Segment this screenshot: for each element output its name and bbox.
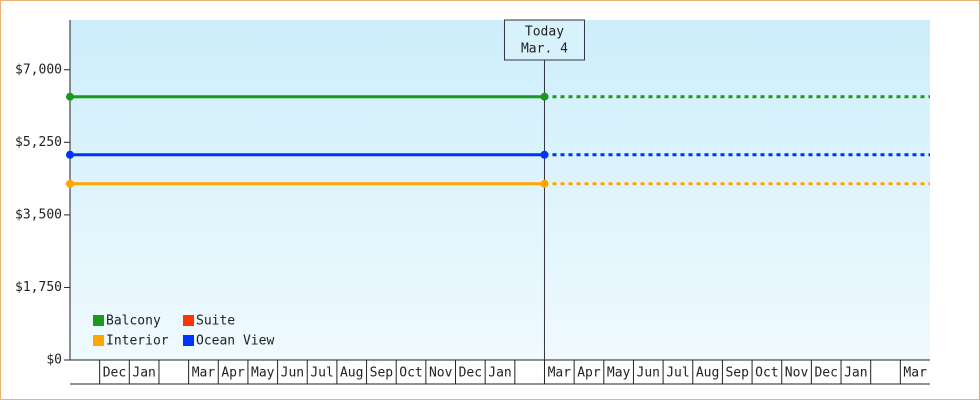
x-tick-label: Mar — [548, 366, 572, 381]
x-tick-label: Jan — [132, 366, 155, 381]
y-tick-label: $0 — [46, 353, 62, 368]
x-tick-label: Dec — [459, 366, 482, 381]
x-tick-label: Jun — [281, 366, 304, 381]
x-tick-label: Oct — [755, 366, 778, 381]
x-tick-label: Nov — [429, 366, 453, 381]
today-date: Mar. 4 — [521, 42, 568, 57]
legend-label: Suite — [196, 314, 235, 329]
legend-swatch — [183, 315, 194, 326]
x-tick-label: Mar — [192, 366, 216, 381]
today-box — [503, 19, 585, 61]
legend-swatch — [93, 315, 104, 326]
legend-label: Balcony — [106, 314, 161, 329]
x-tick-label: Jul — [310, 366, 333, 381]
x-tick-label: Dec — [103, 366, 126, 381]
x-tick-label: May — [607, 366, 631, 381]
y-tick-label: $7,000 — [15, 62, 62, 77]
x-tick-label: Aug — [696, 366, 719, 381]
x-tick-label: Jan — [488, 366, 511, 381]
y-tick-label: $5,250 — [15, 135, 62, 150]
x-tick-label: Oct — [399, 366, 422, 381]
y-tick-label: $1,750 — [15, 280, 62, 295]
legend-label: Ocean View — [196, 334, 274, 349]
x-tick-label: Nov — [785, 366, 809, 381]
today-title: Today — [525, 25, 564, 40]
x-tick-label: Jan — [844, 366, 867, 381]
x-tick-label: May — [251, 366, 275, 381]
point — [66, 150, 74, 159]
x-tick-label: Sep — [725, 366, 749, 381]
point — [540, 179, 549, 188]
x-tick-label: Aug — [340, 366, 363, 381]
point — [66, 92, 74, 101]
point — [540, 150, 549, 159]
x-tick-label: Mar — [903, 366, 927, 381]
x-tick-label: Sep — [370, 366, 394, 381]
point — [66, 179, 74, 188]
legend-swatch — [93, 335, 104, 346]
x-tick-label: Apr — [577, 366, 601, 381]
point — [540, 92, 549, 101]
legend-label: Interior — [106, 334, 169, 349]
x-tick-label: Jun — [637, 366, 660, 381]
plot-area — [70, 20, 930, 360]
y-tick-label: $3,500 — [15, 207, 62, 222]
legend-swatch — [183, 335, 194, 346]
x-tick-label: Apr — [221, 366, 245, 381]
x-tick-label: Jul — [666, 366, 689, 381]
x-tick-label: Dec — [814, 366, 837, 381]
